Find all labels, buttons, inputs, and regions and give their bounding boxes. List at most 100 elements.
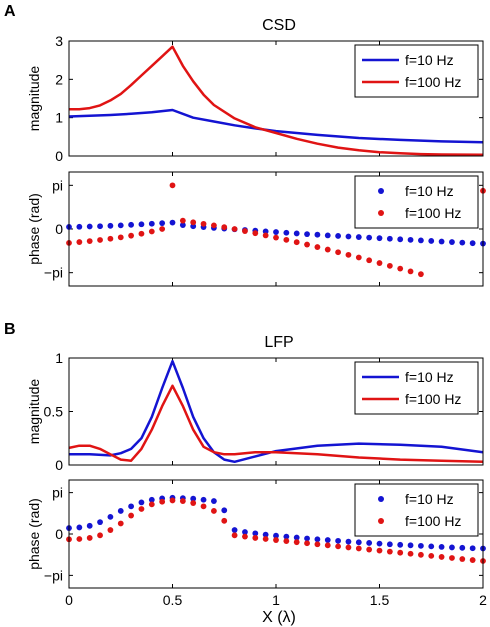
series-f-10-hz-point xyxy=(335,537,341,544)
series-f-100-hz-point xyxy=(179,498,186,504)
x-tick-label: 1.5 xyxy=(370,592,390,608)
series-f-10-hz-point xyxy=(97,223,103,230)
series-f-100-hz-point xyxy=(262,536,269,542)
y-tick-label: 1 xyxy=(55,110,63,126)
series-f-100-hz-point xyxy=(283,538,290,545)
series-f-100-hz-point xyxy=(273,537,279,543)
series-f-10-hz-point xyxy=(252,530,259,537)
series-f-100-hz-point xyxy=(345,544,352,551)
series-f-10-hz-point xyxy=(283,229,290,236)
series-f-100-hz-point xyxy=(76,239,83,245)
series-f-100-hz-point xyxy=(262,232,269,239)
series-f-10-hz-point xyxy=(179,222,186,229)
series-f-100-hz-point xyxy=(283,236,290,243)
series-f-10-hz-point xyxy=(366,234,373,241)
panel-title-csd: CSD xyxy=(262,17,296,34)
y-tick-label: 2 xyxy=(55,71,63,87)
series-f-100-hz-point xyxy=(148,228,155,235)
series-f-10-hz-point xyxy=(293,230,300,237)
series-f-100-hz-point xyxy=(438,554,445,560)
series-f-100-hz-point xyxy=(366,546,373,553)
series-f-10-hz-line xyxy=(69,359,484,464)
series-f-10-hz-point xyxy=(76,223,83,230)
series-f-10-hz-point xyxy=(449,239,455,245)
series-f-100-hz-point xyxy=(449,555,455,561)
series-f-10-hz-point xyxy=(190,495,197,502)
series-f-10-hz-point xyxy=(117,222,124,229)
y-tick-label: 0 xyxy=(55,526,63,542)
series-f-100-hz-point xyxy=(190,500,197,506)
series-f-10-hz-point xyxy=(273,532,279,539)
panel-letter-b: B xyxy=(4,321,16,338)
series-f-10-hz-point xyxy=(97,519,103,526)
legend-label: f=100 Hz xyxy=(405,513,461,529)
series-f-100-hz-point xyxy=(335,249,341,256)
y-tick-label: 0 xyxy=(55,148,63,164)
series-f-100-hz-point xyxy=(148,501,155,508)
series-f-10-hz-point xyxy=(469,545,476,552)
series-f-10-hz-point xyxy=(407,236,414,243)
series-f-100-hz-point xyxy=(86,535,93,541)
series-f-100-hz-point xyxy=(397,265,404,272)
series-f-10-hz-point xyxy=(407,542,414,549)
legend-label: f=10 Hz xyxy=(405,369,454,385)
panel-title-lfp: LFP xyxy=(264,334,293,351)
series-f-100-hz-point xyxy=(314,244,321,250)
series-f-10-hz-point xyxy=(459,239,466,246)
series-f-100-hz-point xyxy=(190,219,197,226)
x-tick-label: 0.5 xyxy=(163,592,183,608)
legend: f=10 Hz f=100 Hz xyxy=(354,175,479,229)
series-f-10-hz-point xyxy=(428,543,435,550)
y-tick-label: −pi xyxy=(44,567,63,583)
series-f-10-hz-point xyxy=(221,507,228,514)
y-tick-label: 0.5 xyxy=(44,404,64,420)
series-f-100-hz-point xyxy=(314,541,321,548)
series-f-10-hz-point xyxy=(314,536,321,543)
legend-box xyxy=(354,175,479,229)
series-f-10-hz-point xyxy=(211,498,217,504)
series-f-100-hz-point xyxy=(221,224,228,231)
series-f-10-hz-point xyxy=(345,538,352,545)
series-f-10-hz-point xyxy=(86,522,93,529)
series-f-10-hz-point xyxy=(386,235,393,242)
series-f-10-hz-point xyxy=(107,222,114,229)
series-f-100-hz-point xyxy=(107,235,114,242)
series-f-100-hz-point xyxy=(324,542,331,549)
series-f-10-hz-point xyxy=(418,542,424,549)
series-f-10-hz-point xyxy=(397,541,404,548)
series-f-10-hz-point xyxy=(128,503,135,510)
series-f-100-hz-point xyxy=(138,230,145,237)
axes-frame xyxy=(68,479,484,589)
legend-swatch xyxy=(378,518,384,524)
y-axis-label: phase (rad) xyxy=(26,498,42,570)
series-f-100-hz-point xyxy=(107,527,114,533)
y-axis-label: phase (rad) xyxy=(26,193,42,265)
series-f-10-hz-point xyxy=(397,236,404,243)
y-tick-label: pi xyxy=(52,485,63,501)
series-f-100-hz-point xyxy=(459,556,466,562)
series-f-100-hz-point xyxy=(293,539,300,546)
series-f-10-hz-point xyxy=(345,233,352,240)
series-f-100-hz-point xyxy=(231,532,238,539)
y-tick-label: 1 xyxy=(55,350,63,366)
series-f-100-hz-point xyxy=(128,512,135,519)
series-f-100-hz-point xyxy=(428,552,435,559)
series-f-10-hz-point xyxy=(469,240,476,247)
legend: f=10 Hz f=100 Hz xyxy=(354,483,479,537)
series-f-10-hz-point xyxy=(262,228,269,235)
series-f-10-hz-point xyxy=(418,237,424,244)
series-f-100-hz-point xyxy=(242,228,248,234)
series-f-100-hz-point xyxy=(335,543,341,550)
series-f-10-hz-point xyxy=(314,231,321,238)
series-f-100-hz-point xyxy=(345,251,352,258)
y-tick-label: 3 xyxy=(55,33,63,49)
y-axis-label: magnitude xyxy=(26,66,42,132)
series-f-100-hz-point xyxy=(117,234,124,241)
legend-swatch xyxy=(378,496,384,502)
axes-frame xyxy=(68,40,484,157)
series-f-100-hz-point xyxy=(211,222,217,229)
series-f-100-hz-point xyxy=(293,239,300,246)
series-f-10-hz-point xyxy=(231,527,238,533)
series-f-100-hz-point xyxy=(159,498,166,505)
